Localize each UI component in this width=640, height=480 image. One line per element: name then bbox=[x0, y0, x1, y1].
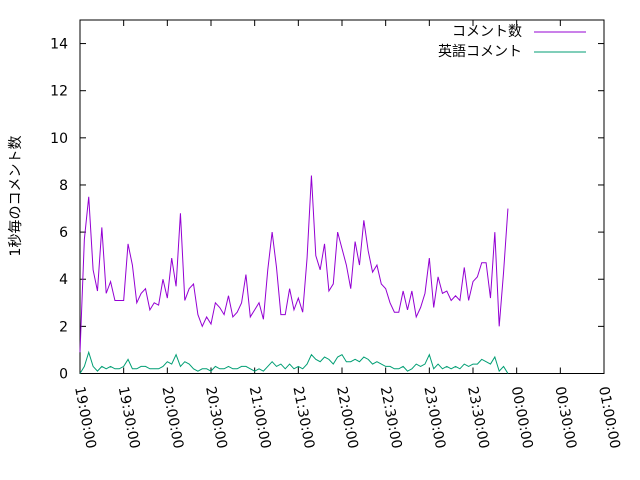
x-tick-label: 22:30:00 bbox=[377, 385, 405, 450]
y-axis-label: 1秒毎のコメント数 bbox=[8, 136, 24, 257]
legend-label-comments: コメント数 bbox=[452, 24, 522, 40]
y-tick-label: 0 bbox=[59, 367, 68, 383]
y-tick-label: 14 bbox=[50, 37, 68, 53]
x-tick-label: 23:00:00 bbox=[420, 385, 448, 450]
y-axis: 0 2 4 6 8 10 12 14 bbox=[50, 37, 604, 383]
x-tick-label: 00:00:00 bbox=[508, 385, 536, 450]
y-tick-label: 4 bbox=[59, 272, 68, 288]
x-tick-label: 19:30:00 bbox=[115, 385, 143, 450]
x-axis: 19:00:00 19:30:00 20:00:00 20:30:00 21:00:00… bbox=[71, 20, 623, 450]
legend: コメント数 英語コメント bbox=[438, 24, 586, 60]
x-tick-label: 00:30:00 bbox=[551, 385, 579, 450]
x-tick-label: 19:00:00 bbox=[71, 385, 99, 450]
x-tick-label: 20:30:00 bbox=[202, 385, 230, 450]
y-tick-label: 6 bbox=[59, 225, 68, 241]
series-line-english bbox=[79, 350, 509, 374]
x-tick-label: 23:30:00 bbox=[464, 385, 492, 450]
y-tick-label: 12 bbox=[50, 84, 68, 100]
plot-frame bbox=[79, 19, 605, 374]
series-layer bbox=[79, 175, 509, 374]
x-tick-label: 21:30:00 bbox=[289, 385, 317, 450]
y-tick-label: 10 bbox=[50, 131, 68, 147]
y-tick-label: 2 bbox=[59, 319, 68, 335]
x-tick-label: 01:00:00 bbox=[595, 385, 623, 450]
x-tick-label: 21:00:00 bbox=[246, 385, 274, 450]
y-tick-label: 8 bbox=[59, 178, 68, 194]
series-line-comments bbox=[79, 175, 509, 353]
x-tick-label: 22:00:00 bbox=[333, 385, 361, 450]
legend-label-english: 英語コメント bbox=[438, 43, 522, 60]
x-tick-label: 20:00:00 bbox=[158, 385, 186, 450]
